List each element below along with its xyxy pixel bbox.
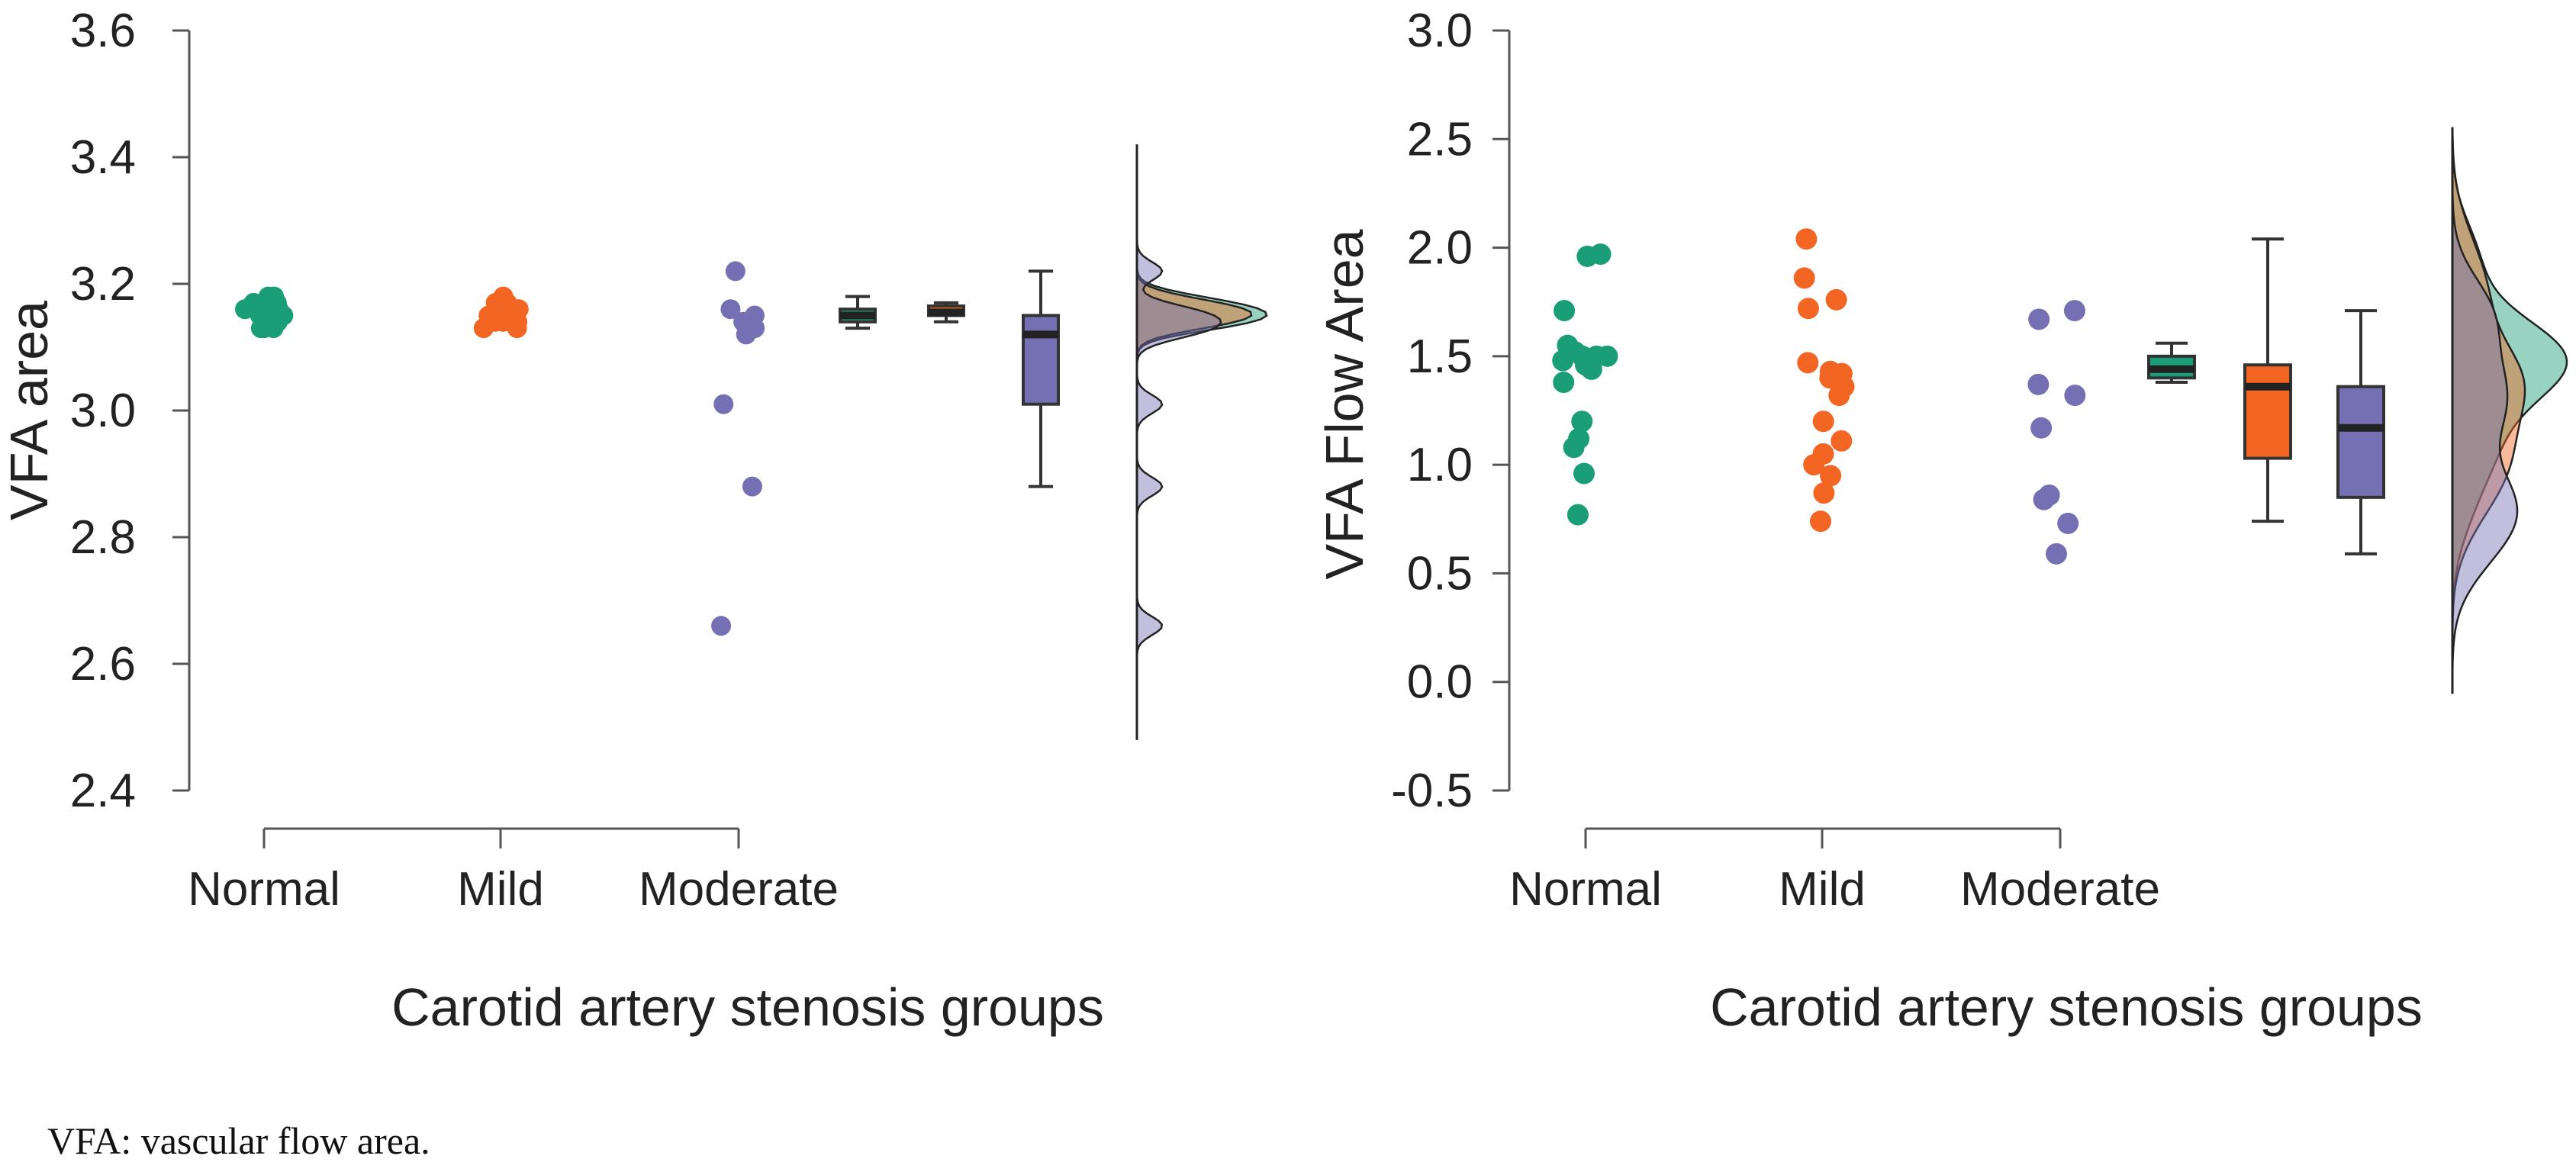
- x-tick-label-mild: Mild: [1779, 863, 1866, 916]
- density-mild: [1135, 144, 1253, 740]
- box-plots: [839, 269, 1060, 488]
- point-normal: [1552, 349, 1574, 372]
- point-normal: [1563, 436, 1585, 459]
- box-moderate: [1022, 269, 1060, 488]
- point-mild: [1828, 385, 1850, 407]
- point-mild: [1797, 352, 1819, 374]
- y-tick-label: 3.2: [70, 258, 136, 311]
- point-moderate: [711, 616, 732, 636]
- y-ticks: -0.5 0.0 0.5 1.0 1.5 2.0 2.5 3.0: [1391, 5, 1509, 817]
- point-normal: [269, 299, 289, 320]
- chart-vfa-area: 2.4 2.6 2.8 3.0 3.2 3.4 3.6 Normal Mild Moderate…: [0, 5, 1268, 1037]
- x-tick-label-moderate: Moderate: [639, 863, 839, 916]
- point-moderate: [2046, 543, 2068, 565]
- box-mild: [2243, 237, 2292, 523]
- point-moderate: [742, 476, 762, 497]
- y-tick-label: 2.0: [1407, 222, 1473, 275]
- point-mild: [1803, 454, 1825, 476]
- point-moderate: [2033, 488, 2055, 510]
- point-mild: [1812, 411, 1834, 433]
- y-tick-label: 2.5: [1407, 113, 1473, 166]
- x-tick-label-mild: Mild: [457, 863, 544, 916]
- point-mild: [1809, 510, 1831, 533]
- y-axis-title: VFA area: [0, 301, 59, 520]
- y-tick-label: 3.4: [70, 131, 136, 184]
- point-mild: [1795, 228, 1818, 250]
- density-moderate: [1135, 144, 1222, 740]
- density-moderate: [2451, 128, 2519, 694]
- box-mild: [927, 301, 965, 324]
- point-moderate: [736, 324, 756, 345]
- x-tick-label-moderate: Moderate: [1960, 863, 2160, 916]
- figure-caption: VFA: vascular flow area.: [47, 1119, 430, 1162]
- data-points: [235, 261, 765, 636]
- y-tick-label: 0.0: [1407, 656, 1473, 709]
- point-normal: [1553, 372, 1575, 394]
- point-normal: [1576, 245, 1599, 267]
- point-moderate: [713, 394, 734, 414]
- x-ticks: Normal Mild Moderate: [188, 829, 839, 916]
- point-moderate: [2064, 385, 2086, 407]
- y-tick-label: 2.8: [70, 511, 136, 564]
- point-mild: [1820, 465, 1842, 487]
- y-tick-label: -0.5: [1391, 765, 1473, 817]
- y-ticks: 2.4 2.6 2.8 3.0 3.2 3.4 3.6: [70, 5, 189, 817]
- data-points: [1552, 228, 2086, 565]
- y-tick-label: 3.0: [1407, 5, 1473, 57]
- y-tick-label: 0.5: [1407, 547, 1473, 600]
- point-normal: [1573, 462, 1595, 485]
- density-normal: [1135, 144, 1268, 740]
- box-plots: [2147, 237, 2385, 555]
- y-tick-label: 2.6: [70, 638, 136, 691]
- box-body: [1022, 314, 1060, 406]
- point-moderate: [2030, 417, 2053, 439]
- point-mild: [488, 305, 509, 326]
- point-moderate: [2028, 308, 2050, 330]
- x-axis-title: Carotid artery stenosis groups: [391, 977, 1104, 1037]
- point-moderate: [2027, 373, 2050, 395]
- x-tick-label-normal: Normal: [188, 863, 340, 916]
- y-tick-label: 3.0: [70, 385, 136, 437]
- y-tick-label: 1.5: [1407, 330, 1473, 383]
- y-axis-title: VFA Flow Area: [1315, 229, 1374, 579]
- density-clouds: [1135, 144, 1268, 740]
- y-tick-label: 3.6: [70, 5, 136, 57]
- point-normal: [1567, 504, 1589, 526]
- point-moderate: [2057, 512, 2079, 534]
- box-moderate: [2336, 309, 2385, 555]
- point-normal: [1580, 358, 1602, 380]
- box-body: [2336, 385, 2385, 499]
- chart-vfa-flow-area: -0.5 0.0 0.5 1.0 1.5 2.0 2.5 3.0 Normal Mild Mode…: [1315, 5, 2568, 1037]
- point-normal: [1571, 411, 1593, 433]
- box-normal: [2147, 341, 2196, 385]
- x-tick-label-normal: Normal: [1509, 863, 1662, 916]
- point-moderate: [2063, 300, 2085, 322]
- box-body: [2243, 363, 2292, 460]
- point-mild: [1797, 298, 1819, 320]
- point-mild: [1831, 430, 1853, 452]
- point-mild: [507, 311, 528, 332]
- box-normal: [839, 295, 877, 330]
- x-axis-title: Carotid artery stenosis groups: [1710, 977, 2423, 1037]
- point-moderate: [725, 261, 745, 282]
- point-mild: [1825, 288, 1847, 311]
- density-clouds: [2451, 127, 2568, 694]
- point-mild: [1793, 267, 1815, 289]
- y-tick-label: 1.0: [1407, 439, 1473, 491]
- point-mild: [1813, 482, 1835, 504]
- x-ticks: Normal Mild Moderate: [1509, 829, 2160, 916]
- point-normal: [1554, 300, 1576, 322]
- point-normal: [243, 292, 264, 313]
- y-tick-label: 2.4: [70, 765, 136, 817]
- point-moderate: [720, 299, 741, 320]
